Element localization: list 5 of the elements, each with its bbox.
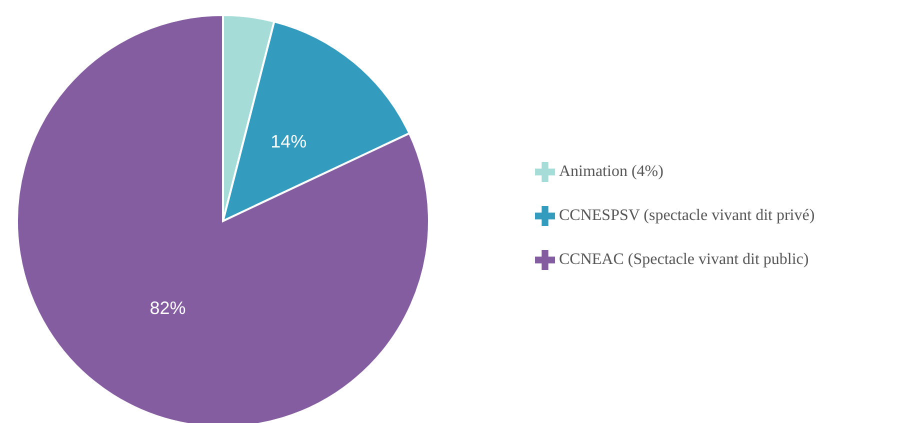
data-label: 82%	[150, 298, 186, 318]
legend-label: CCNEAC (Spectacle vivant dit public)	[559, 250, 809, 268]
data-label: 14%	[270, 132, 307, 152]
legend-label: CCNESPSV (spectacle vivant dit privé)	[559, 206, 815, 224]
legend-label: Animation (4%)	[559, 162, 664, 180]
